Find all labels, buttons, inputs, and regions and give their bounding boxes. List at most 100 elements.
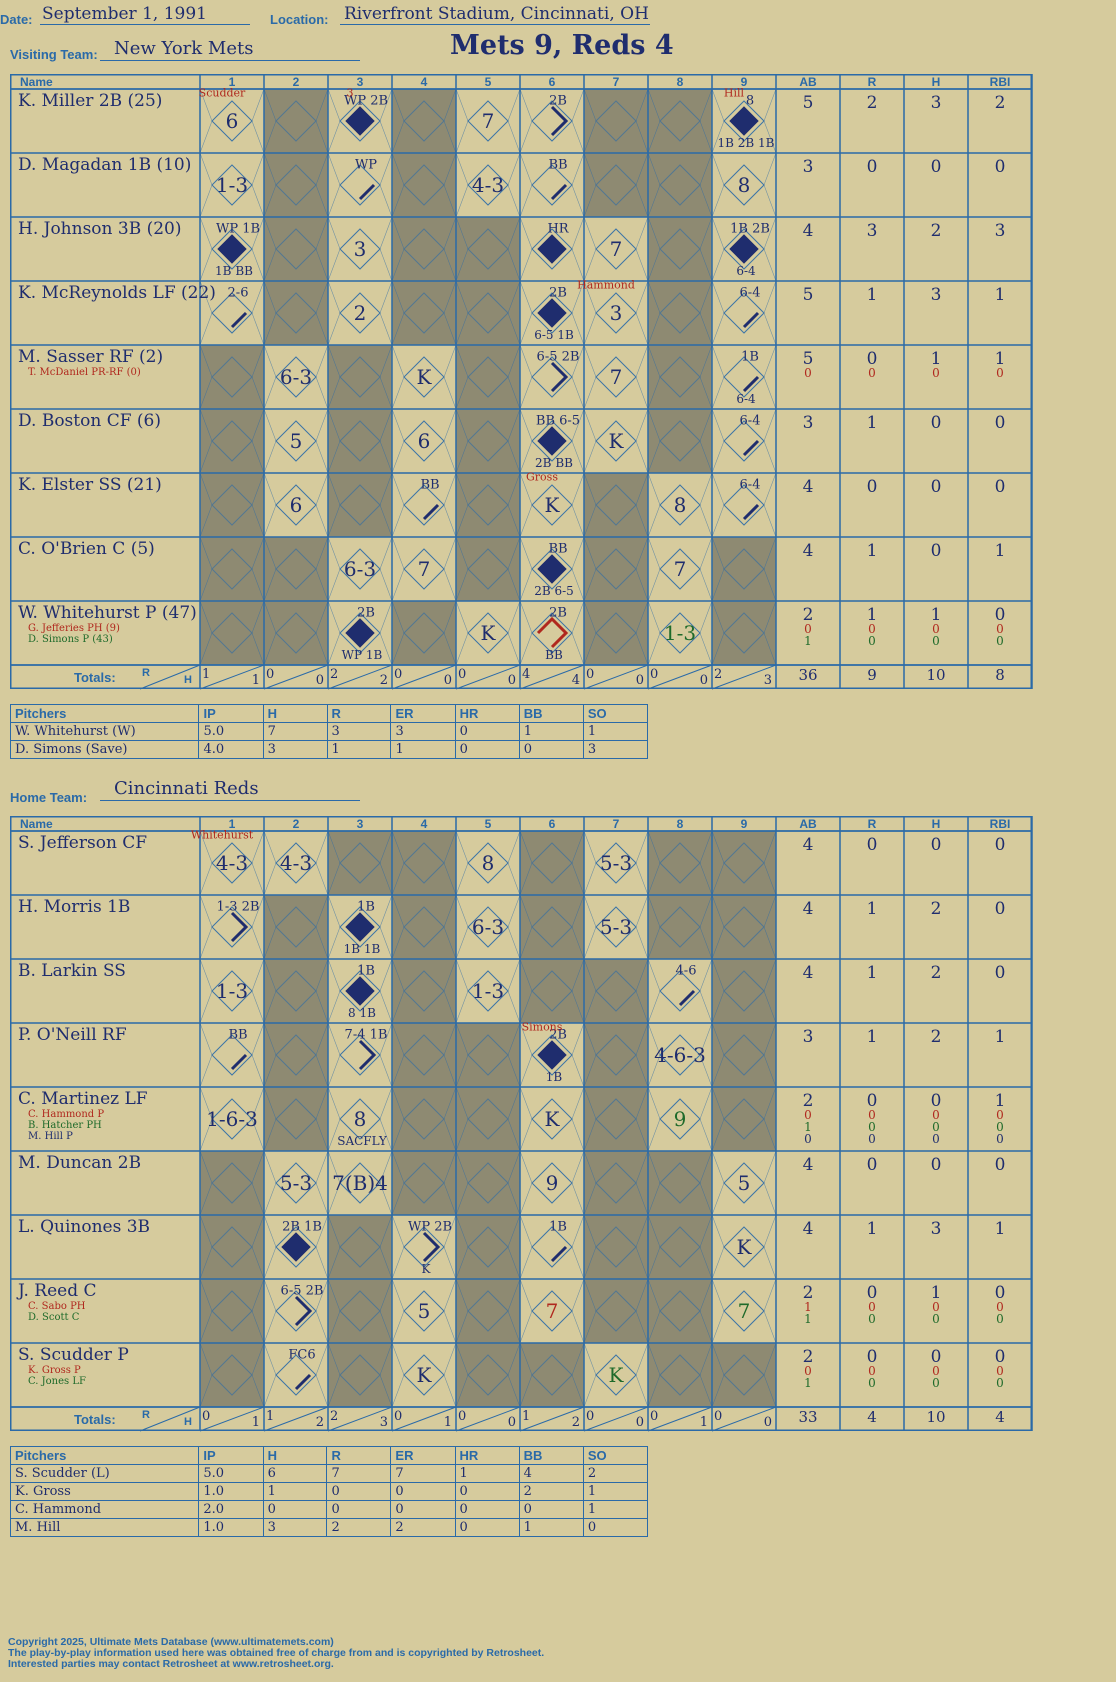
cell-guide	[583, 1150, 597, 1184]
cell-guide	[263, 248, 277, 282]
cell-guide	[635, 1374, 649, 1408]
cell-guide	[635, 248, 649, 282]
cell-guide	[507, 862, 521, 896]
cell-guide	[711, 632, 725, 666]
pitcher-column-header: HR	[454, 704, 520, 723]
base-diamond	[403, 842, 445, 884]
cell-guide	[251, 472, 265, 506]
cell-guide	[327, 536, 341, 570]
inning-cell	[200, 1151, 264, 1215]
cell-guide	[583, 312, 597, 346]
player-stat: 0	[930, 157, 942, 177]
cell-guide	[251, 568, 265, 602]
sub-stat: 1	[804, 634, 812, 648]
cell-guide	[647, 312, 661, 346]
cell-guide	[571, 440, 585, 474]
cell-guide	[327, 1022, 341, 1056]
player-name: S. Jefferson CF	[18, 833, 148, 853]
player-stat: 0	[930, 1155, 942, 1175]
cell-guide	[699, 120, 713, 154]
pitcher-cell: 0	[262, 1500, 328, 1519]
inning-runs: 0	[714, 1409, 723, 1424]
cell-guide	[251, 344, 265, 378]
base-diamond	[211, 1226, 253, 1268]
inning-header: 8	[676, 75, 684, 89]
inning-cell	[200, 409, 264, 473]
cell-guide	[699, 632, 713, 666]
inning-runs: 0	[650, 667, 659, 682]
cell-guide	[327, 440, 341, 474]
base-diamond	[531, 906, 573, 948]
cell-guide	[583, 440, 597, 474]
cell-guide	[699, 216, 713, 250]
cell-guide	[647, 1054, 661, 1088]
pitcher-cell: 0	[390, 1500, 456, 1519]
cell-guide	[571, 862, 585, 896]
cell-guide	[315, 1246, 329, 1280]
run-scored-diamond	[345, 976, 375, 1006]
inning-cell	[264, 153, 328, 217]
cell-guide	[635, 1118, 649, 1152]
cell-guide	[763, 440, 777, 474]
cell-guide	[699, 1214, 713, 1248]
cell-guide	[443, 504, 457, 538]
base-diamond	[403, 1290, 445, 1332]
cell-guide	[583, 248, 597, 282]
cell-guide	[647, 1278, 661, 1312]
totals-divider	[391, 664, 457, 690]
inning-cell	[456, 1215, 520, 1279]
base-diamond	[659, 292, 701, 334]
sub-stat: 0	[932, 634, 940, 648]
cell-guide	[711, 1310, 725, 1344]
visiting-underline	[100, 60, 360, 61]
cell-guide	[315, 216, 329, 250]
inning-runs: 0	[394, 667, 403, 682]
cell-guide	[315, 376, 329, 410]
cell-guide	[327, 88, 341, 122]
inning-cell	[264, 409, 328, 473]
play-notation: 1B 2B	[730, 221, 770, 237]
cell-guide	[327, 280, 341, 314]
cell-guide	[251, 990, 265, 1024]
cell-guide	[571, 926, 585, 960]
cell-guide	[391, 862, 405, 896]
base-diamond	[595, 548, 637, 590]
cell-guide	[199, 990, 213, 1024]
cell-guide	[711, 1342, 725, 1376]
base-diamond	[595, 100, 637, 142]
cell-guide	[455, 1150, 469, 1184]
inning-cell	[648, 1151, 712, 1215]
player-stat: 0	[994, 413, 1006, 433]
inning-cell	[648, 1343, 712, 1407]
cell-guide	[443, 1374, 457, 1408]
base-diamond	[723, 1162, 765, 1204]
base-diamond	[531, 1162, 573, 1204]
cell-guide	[315, 344, 329, 378]
inning-cell	[328, 409, 392, 473]
base-diamond	[339, 1034, 381, 1076]
pitcher-cell: D. Simons (Save)	[9, 740, 200, 759]
cell-guide	[647, 1214, 661, 1248]
base-diamond	[659, 356, 701, 398]
cell-guide	[571, 472, 585, 506]
cell-guide	[699, 408, 713, 442]
cell-guide	[199, 632, 213, 666]
base-diamond	[211, 292, 253, 334]
cell-guide	[327, 926, 341, 960]
base-diamond	[403, 1226, 445, 1268]
cell-guide	[571, 1374, 585, 1408]
cell-guide	[699, 88, 713, 122]
cell-guide	[263, 990, 277, 1024]
sub-stat: 0	[868, 1132, 876, 1146]
cell-guide	[711, 184, 725, 218]
inning-cell	[200, 473, 264, 537]
inning-cell	[584, 959, 648, 1023]
base-diamond	[531, 164, 573, 206]
inning-cell	[456, 831, 520, 895]
cell-guide	[263, 958, 277, 992]
inning-hits: 3	[763, 673, 772, 688]
base-diamond	[659, 548, 701, 590]
cell-guide	[519, 862, 533, 896]
cell-guide	[647, 862, 661, 896]
inning-cell	[584, 217, 648, 281]
